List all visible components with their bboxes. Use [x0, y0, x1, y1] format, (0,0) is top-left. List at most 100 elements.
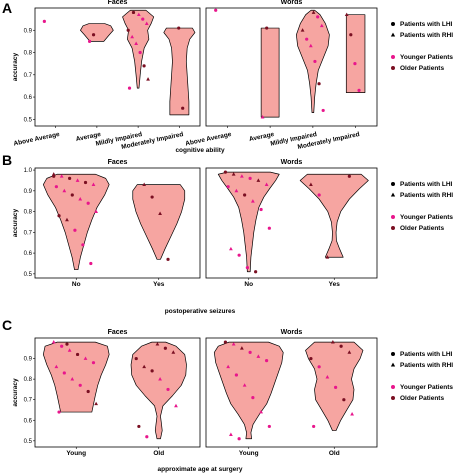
data-point-triangle	[75, 178, 80, 182]
data-point-triangle	[155, 342, 160, 346]
violin	[299, 173, 369, 258]
data-point-circle	[86, 201, 90, 205]
data-point-triangle	[308, 43, 313, 48]
data-point-circle	[309, 356, 313, 361]
data-point-circle	[65, 342, 69, 346]
data-point-triangle	[325, 255, 330, 259]
data-point-triangle	[146, 77, 150, 81]
data-point-circle	[264, 359, 269, 363]
legend-dot-icon	[391, 215, 395, 219]
data-point-circle	[214, 8, 218, 12]
data-point-triangle	[136, 12, 141, 17]
violin	[122, 9, 155, 89]
x-category-label: No	[72, 281, 81, 288]
legend-label: Younger Patients	[400, 214, 453, 221]
data-point-triangle	[229, 432, 233, 437]
data-point-triangle	[78, 197, 83, 201]
violin	[213, 341, 284, 440]
data-point-circle	[349, 33, 353, 37]
legend-dot-icon	[391, 55, 395, 59]
data-point-circle	[52, 174, 56, 178]
data-point-triangle	[65, 217, 69, 222]
legend-dot-icon	[391, 66, 395, 70]
data-point-triangle	[94, 401, 99, 406]
data-point-circle	[57, 214, 61, 218]
data-point-circle	[126, 28, 130, 32]
legend-dot-icon	[391, 396, 395, 400]
facet-faces: Faces Young Old	[34, 329, 201, 457]
data-point-circle	[254, 270, 258, 274]
y-tick-label: 0.8	[24, 377, 33, 383]
data-point-triangle	[158, 377, 162, 381]
violin	[296, 9, 330, 113]
data-point-triangle	[319, 23, 324, 28]
y-tick-label: 1.0	[24, 168, 33, 174]
x-category-label: Yes	[153, 281, 165, 288]
data-point-circle	[357, 88, 361, 92]
facet-title: Words	[281, 329, 303, 336]
y-axis-label: accuracy	[12, 209, 19, 238]
legend-triangle-icon	[390, 362, 396, 367]
legend-circle-icon	[391, 352, 395, 356]
x-category-label: Old	[329, 450, 340, 457]
panel-letter: B	[2, 152, 12, 168]
data-point-triangle	[144, 21, 149, 25]
data-point-circle	[317, 365, 321, 369]
data-point-circle	[353, 62, 357, 66]
y-tick-label: 0.5	[24, 439, 33, 445]
data-point-circle	[166, 387, 170, 392]
data-point-triangle	[256, 178, 261, 182]
data-point-triangle	[350, 411, 354, 416]
data-point-circle	[141, 17, 145, 21]
data-point-circle	[312, 424, 316, 429]
data-point-circle	[342, 398, 346, 402]
legend-label: Older Patients	[400, 395, 444, 402]
data-point-triangle	[231, 172, 236, 176]
data-point-circle	[138, 50, 142, 55]
y-tick-label: 0.6	[24, 95, 33, 101]
data-point-triangle	[250, 199, 255, 203]
y-tick-label: 0.9	[24, 357, 33, 363]
data-point-circle	[313, 59, 317, 64]
data-point-triangle	[51, 340, 56, 344]
x-axis-label: approximate age at surgery	[158, 466, 243, 473]
y-tick-label: 0.9	[24, 28, 33, 34]
violin	[305, 341, 364, 431]
legend-dot-icon	[391, 226, 395, 230]
legend-circle-icon	[391, 22, 395, 26]
y-tick-label: 0.5	[24, 117, 33, 123]
data-point-circle	[137, 424, 141, 429]
data-point-circle	[60, 344, 64, 348]
data-point-circle	[317, 193, 321, 197]
legend: Patients with LHI Patients with RHI Younge…	[390, 21, 453, 72]
facet-title: Words	[281, 159, 303, 166]
legend-label: Patients with LHI	[400, 21, 453, 28]
data-point-triangle	[83, 356, 88, 360]
data-point-triangle	[309, 182, 313, 186]
data-point-circle	[237, 253, 241, 257]
data-point-triangle	[171, 350, 176, 354]
data-point-circle	[91, 33, 96, 37]
data-point-circle	[334, 385, 338, 389]
data-point-triangle	[91, 182, 96, 186]
x-category-label: Young	[239, 450, 259, 457]
data-point-circle	[234, 373, 238, 377]
legend-label: Patients with RHI	[400, 192, 453, 199]
data-point-circle	[265, 26, 269, 30]
data-point-triangle	[229, 246, 233, 251]
violin	[42, 173, 110, 271]
y-tick-label: 0.8	[24, 210, 33, 216]
data-point-triangle	[70, 377, 75, 381]
data-point-circle	[131, 10, 136, 15]
data-point-circle	[68, 176, 72, 180]
data-point-circle	[150, 369, 154, 373]
data-point-triangle	[330, 340, 335, 344]
data-point-circle	[163, 346, 167, 350]
y-tick-label: 0.8	[24, 51, 33, 57]
data-point-circle	[267, 226, 271, 230]
y-tick-label: 0.5	[24, 272, 33, 278]
violin	[217, 171, 280, 273]
x-axis-label: postoperative seizures	[165, 308, 236, 315]
y-tick-label: 0.6	[24, 251, 33, 257]
